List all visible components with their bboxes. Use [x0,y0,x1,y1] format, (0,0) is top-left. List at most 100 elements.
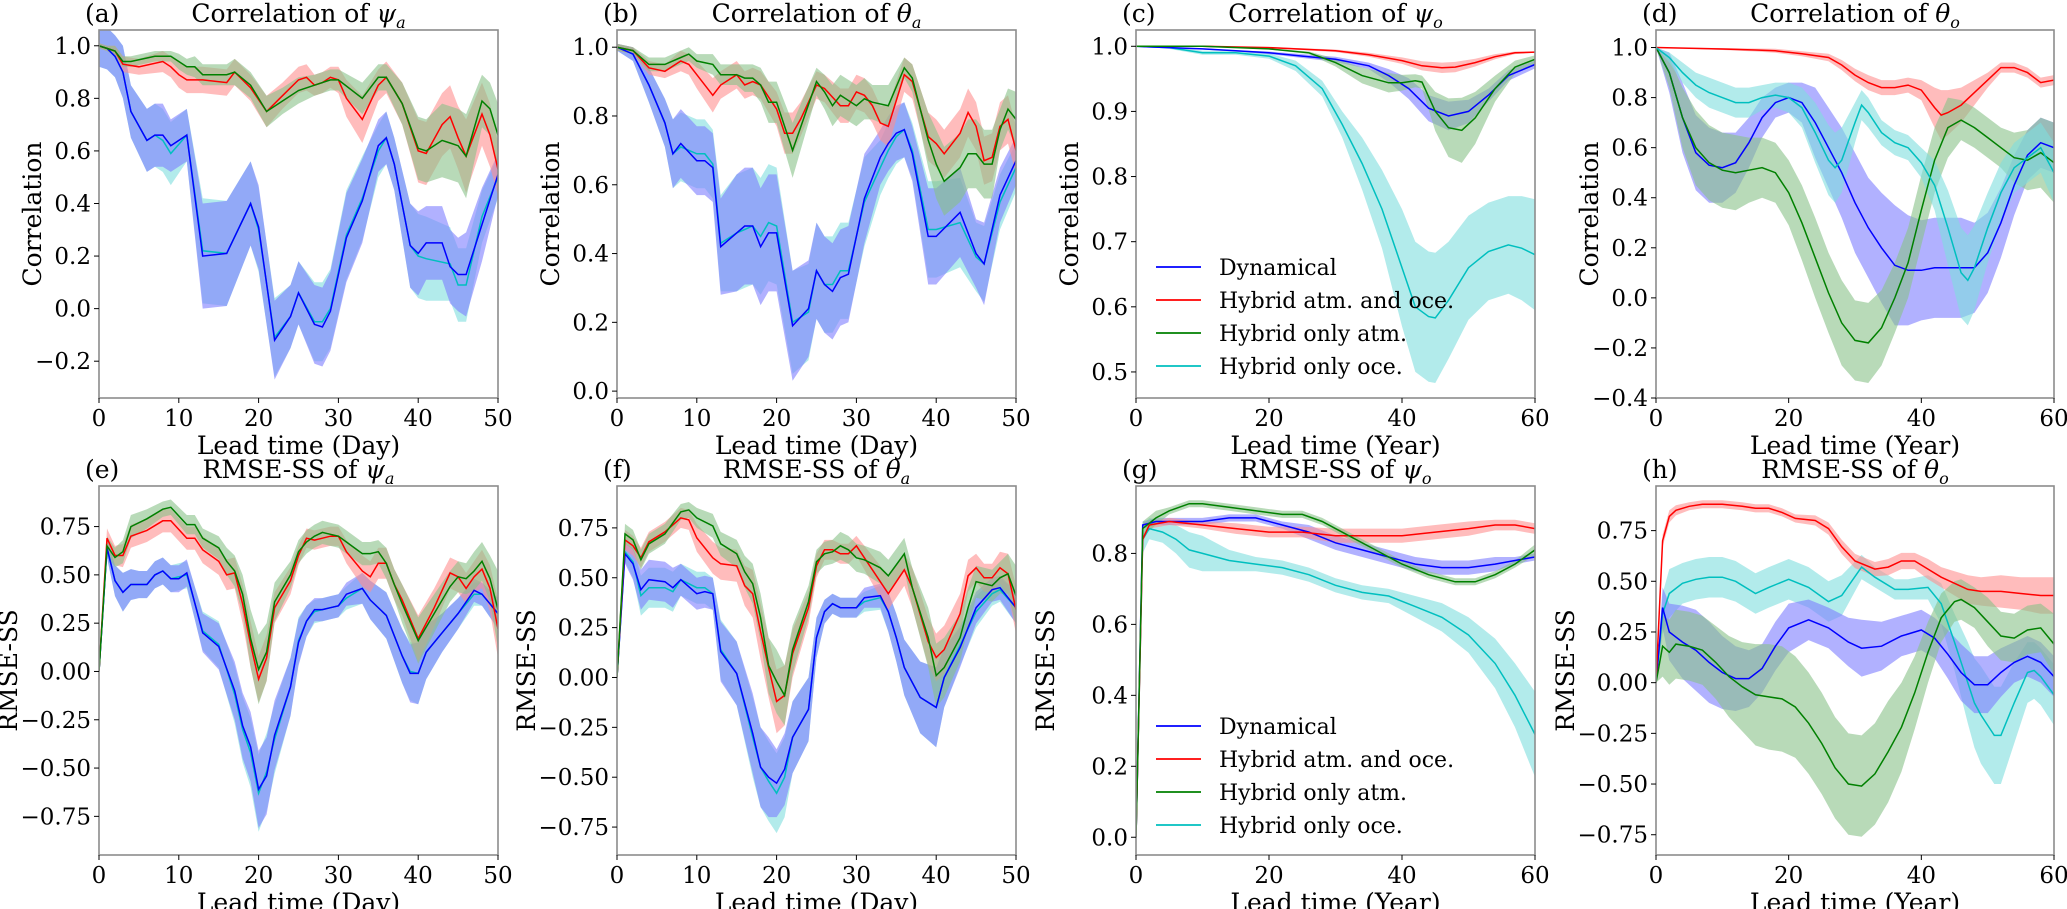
plot-area [1656,500,2054,837]
panel-letter: (e) [85,455,119,484]
x-tick-label: 0 [1129,406,1144,432]
x-tick-label: 0 [1129,863,1144,889]
line-hybrid-only-atm [1656,598,2054,787]
band-dynamical [617,43,1016,381]
x-axis-label: Lead time (Day) [197,431,400,460]
legend: Dynamical Hybrid atm. and oce. Hybrid only… [1156,715,1454,839]
legend-label-hybrid-atm-and-oce: Hybrid atm. and oce. [1219,748,1454,773]
panel-letter: (h) [1642,455,1678,484]
x-axis-label: Lead time (Year) [1230,431,1440,460]
line-dynamical [1136,45,1535,117]
y-tick-label: 0.75 [558,516,609,542]
band-hybrid-only-oce [1656,554,2054,784]
legend-label-hybrid-only-oce: Hybrid only oce. [1219,814,1403,839]
band-dynamical [99,538,498,828]
y-tick-label: 1.0 [54,34,91,60]
band-hybrid-atm-and-oce [617,507,1016,734]
panel-b: 0 10 20 30 40 50 0.0 0.2 0.4 0.6 0.8 1.0 Lead time (… [536,0,1031,460]
y-tick-label: 0.2 [54,244,91,270]
line-dynamical [99,547,498,792]
panel-letter: (a) [85,0,119,28]
y-tick-label: −0.50 [539,765,609,791]
x-tick-label: 50 [483,863,512,889]
line-hybrid-only-atm [99,506,498,672]
y-tick-label: −0.75 [539,815,609,841]
axes-frame [1135,485,1536,856]
legend-label-dynamical: Dynamical [1219,715,1337,740]
y-tick-label: 0.4 [572,242,609,268]
x-axis-label: Lead time (Day) [715,888,918,909]
x-tick-label: 0 [1649,863,1664,889]
plot-area [617,502,1016,834]
plot-area [1656,46,2054,383]
y-tick-label: 0.7 [1091,230,1128,256]
y-tick-label: 0.8 [1091,165,1128,191]
panel-g: 0 20 40 60 0.0 0.2 0.4 0.6 0.8 Lead time (Year) RM… [1031,455,1550,909]
x-tick-label: 20 [762,406,791,432]
x-axis-label: Lead time (Day) [715,431,918,460]
y-tick-label: 0.0 [54,297,91,323]
legend-label-hybrid-only-oce: Hybrid only oce. [1219,355,1403,380]
panel-c: 0 20 40 60 0.5 0.6 0.7 0.8 0.9 1.0 Lead time (Year… [1055,0,1550,460]
x-tick-label: 60 [2039,406,2067,432]
y-tick-label: −0.4 [1592,386,1648,412]
y-tick-label: −0.25 [1578,721,1648,747]
y-tick-label: 0.00 [558,665,609,691]
line-hybrid-only-atm [1136,45,1535,132]
y-tick-label: −0.2 [1592,336,1648,362]
line-hybrid-only-atm [1136,502,1535,838]
x-tick-label: 10 [164,406,193,432]
x-tick-label: 40 [922,406,951,432]
band-hybrid-atm-and-oce [1136,46,1535,73]
y-tick-label: 1.0 [572,35,609,61]
panel-h: 0 20 40 60 −0.75 −0.50 −0.25 0.00 0.25 0.50 0.75 Le… [1551,455,2067,909]
x-axis-label: Lead time (Year) [1230,888,1440,909]
y-tick-label: 0.8 [1091,541,1128,567]
line-dynamical [1656,607,2054,686]
y-axis-label: Correlation [1575,142,1604,287]
panel-letter: (b) [603,0,639,28]
y-tick-label: 0.4 [1611,186,1648,212]
plot-area [99,499,498,832]
line-hybrid-only-oce [1656,566,2054,737]
line-hybrid-atm-and-oce [617,46,1016,162]
x-tick-label: 60 [1520,863,1549,889]
y-tick-label: 0.0 [1091,825,1128,851]
panel-title: RMSE-SS of θa [723,455,910,488]
band-hybrid-only-oce [1656,47,2054,326]
y-axis-label: RMSE-SS [1551,609,1580,732]
y-axis-label: RMSE-SS [512,609,541,732]
y-tick-label: 1.0 [1091,34,1128,60]
line-hybrid-atm-and-oce [1136,520,1535,838]
band-hybrid-only-atm [99,43,498,199]
band-hybrid-only-atm [1656,47,2054,383]
y-tick-label: 0.50 [40,563,91,589]
axes-frame [98,29,499,399]
band-dynamical [617,543,1016,818]
y-tick-label: −0.75 [21,804,91,830]
line-hybrid-only-oce [1136,527,1535,838]
y-tick-label: 0.8 [54,86,91,112]
panel-letter: (f) [603,455,632,484]
x-tick-label: 40 [404,406,433,432]
x-tick-label: 10 [682,863,711,889]
y-tick-label: 0.4 [54,191,91,217]
x-tick-label: 40 [404,863,433,889]
panel-title: RMSE-SS of θo [1761,455,1948,488]
x-tick-label: 30 [324,863,353,889]
x-tick-label: 30 [842,406,871,432]
axes-frame [1655,485,2055,856]
axes-frame [616,29,1017,399]
y-axis-label: Correlation [18,142,47,287]
y-tick-label: 0.8 [572,104,609,130]
axes-frame [616,485,1017,856]
x-axis-label: Lead time (Year) [1750,888,1960,909]
y-tick-label: 0.25 [40,611,91,637]
panel-title: Correlation of ψo [1228,0,1442,32]
panel-title: Correlation of ψa [191,0,405,32]
x-tick-label: 20 [244,863,273,889]
x-tick-label: 10 [682,406,711,432]
x-tick-label: 40 [1907,406,1936,432]
y-tick-label: −0.50 [1578,772,1648,798]
axes-frame [1135,29,1536,399]
